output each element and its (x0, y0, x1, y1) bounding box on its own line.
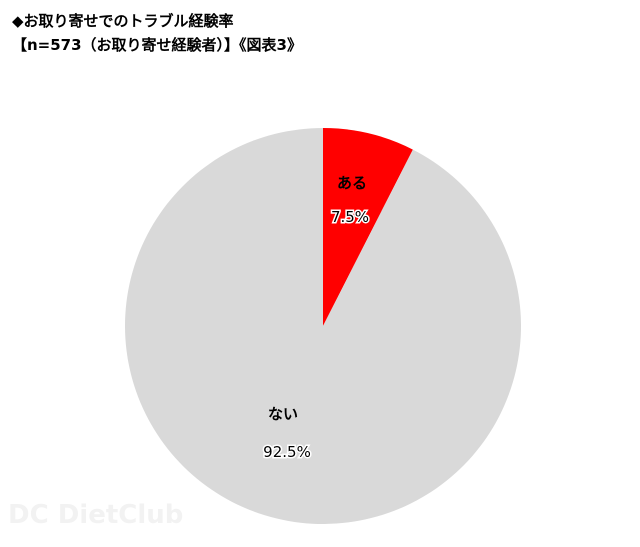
slice-label: ある (337, 174, 367, 192)
slice-value-label: 7.5% (331, 208, 369, 226)
watermark-logo: DC DietClub (8, 500, 184, 530)
pie-slice-2 (124, 128, 521, 524)
pie-slice-1 (323, 128, 413, 326)
chart-title: ◆お取り寄せでのトラブル経験率 (12, 12, 234, 30)
slice-value-label: 92.5% (263, 443, 311, 461)
slice-label: ない (268, 405, 298, 423)
chart-subtitle: 【n=573（お取り寄せ経験者）】《図表3》 (12, 36, 302, 54)
